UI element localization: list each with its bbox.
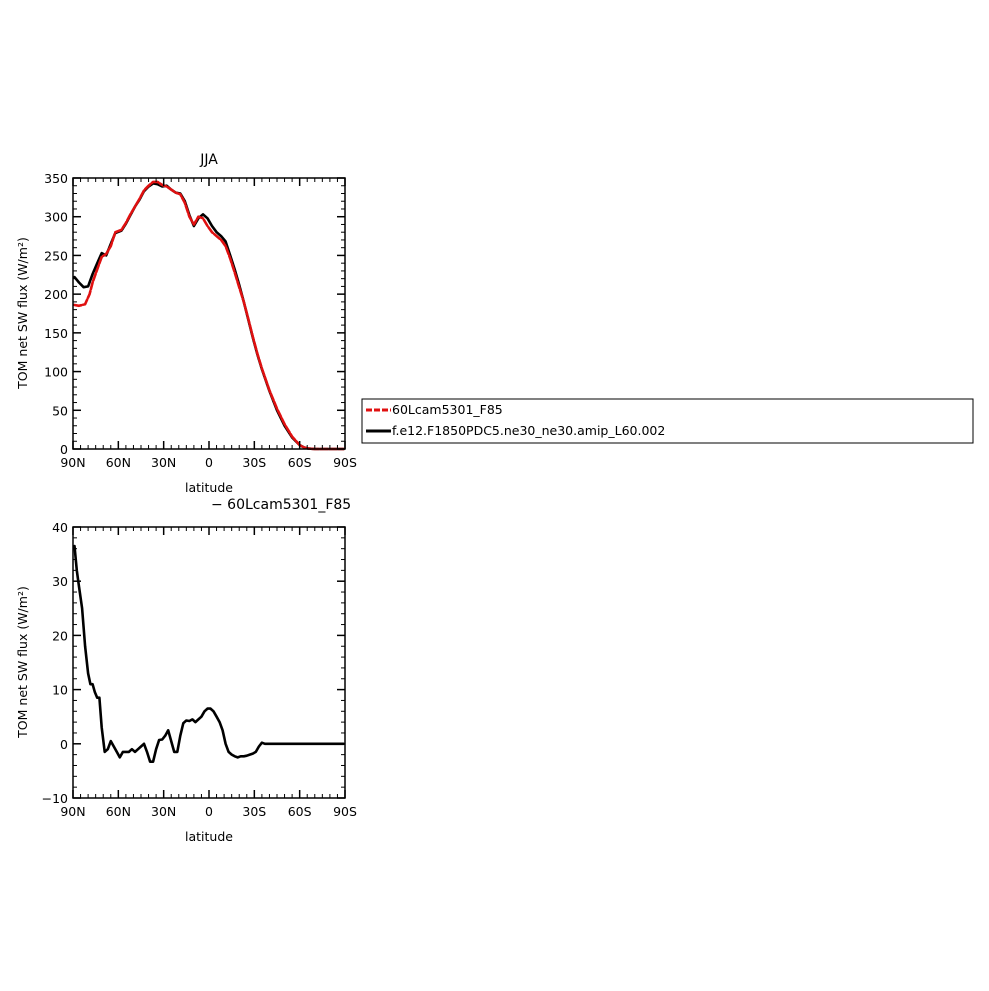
- y-axis-label: TOM net SW flux (W/m²): [15, 586, 30, 739]
- x-tick-label: 90S: [333, 804, 357, 819]
- x-tick-label: 60S: [288, 455, 312, 470]
- x-tick-label: 0: [205, 804, 213, 819]
- x-tick-label: 60S: [288, 804, 312, 819]
- y-tick-label: 0: [60, 442, 68, 457]
- x-tick-label: 0: [205, 455, 213, 470]
- chart-title: − 60Lcam5301_F85: [211, 497, 351, 513]
- chart-panel-jja: JJA 90N 60N 30N 0 30S 60S 90S 0 50 100 150 200 250 30…: [15, 152, 357, 495]
- axis-ticks: 90N 60N 30N 0 30S 60S 90S 0 50 100 150 200 250 300 350: [44, 171, 357, 470]
- series-layer: [73, 544, 345, 764]
- series-line-difference: [73, 544, 345, 764]
- x-tick-label: 30N: [151, 455, 176, 470]
- legend-entry-f-e12: f.e12.F1850PDC5.ne30_ne30.amip_L60.002: [392, 423, 665, 438]
- y-tick-label: 10: [52, 683, 68, 698]
- y-tick-label: 150: [44, 326, 68, 341]
- x-tick-label: 90N: [60, 455, 85, 470]
- y-tick-label: −10: [42, 791, 68, 806]
- y-tick-label: 30: [52, 574, 68, 589]
- chart-panel-difference: − 60Lcam5301_F85 90N 60N 30N 0 30S 60S 90S −10 0…: [15, 497, 357, 844]
- y-tick-label: 0: [60, 737, 68, 752]
- x-tick-label: 30S: [242, 804, 266, 819]
- x-axis-label: latitude: [185, 829, 233, 844]
- y-axis-label: TOM net SW flux (W/m²): [15, 237, 30, 390]
- x-tick-label: 90N: [60, 804, 85, 819]
- x-tick-label: 90S: [333, 455, 357, 470]
- plot-frame: [72, 526, 346, 799]
- y-tick-label: 200: [44, 287, 68, 302]
- x-tick-label: 60N: [106, 804, 131, 819]
- x-tick-label: 30N: [151, 804, 176, 819]
- series-line-60lcam5301-f85: [73, 180, 345, 451]
- x-tick-label: 60N: [106, 455, 131, 470]
- legend-entry-60lcam5301: 60Lcam5301_F85: [392, 402, 503, 417]
- y-tick-label: 100: [44, 365, 68, 380]
- x-tick-label: 30S: [242, 455, 266, 470]
- series-line-f-e12-f1850pdc5-ne30-ne30-amip-l60-002: [73, 182, 345, 451]
- y-tick-label: 350: [44, 171, 68, 186]
- x-axis-label: latitude: [185, 480, 233, 495]
- y-tick-label: 40: [52, 520, 68, 535]
- y-tick-label: 300: [44, 210, 68, 225]
- y-tick-label: 50: [52, 403, 68, 418]
- y-tick-label: 20: [52, 628, 68, 643]
- legend-box: [361, 398, 974, 444]
- y-tick-label: 250: [44, 248, 68, 263]
- axis-ticks: 90N 60N 30N 0 30S 60S 90S −10 0 10 20 30 40: [42, 520, 357, 819]
- series-layer: [73, 180, 345, 451]
- chart-title: JJA: [199, 152, 218, 168]
- legend: 60Lcam5301_F85 f.e12.F1850PDC5.ne30_ne30…: [361, 398, 974, 444]
